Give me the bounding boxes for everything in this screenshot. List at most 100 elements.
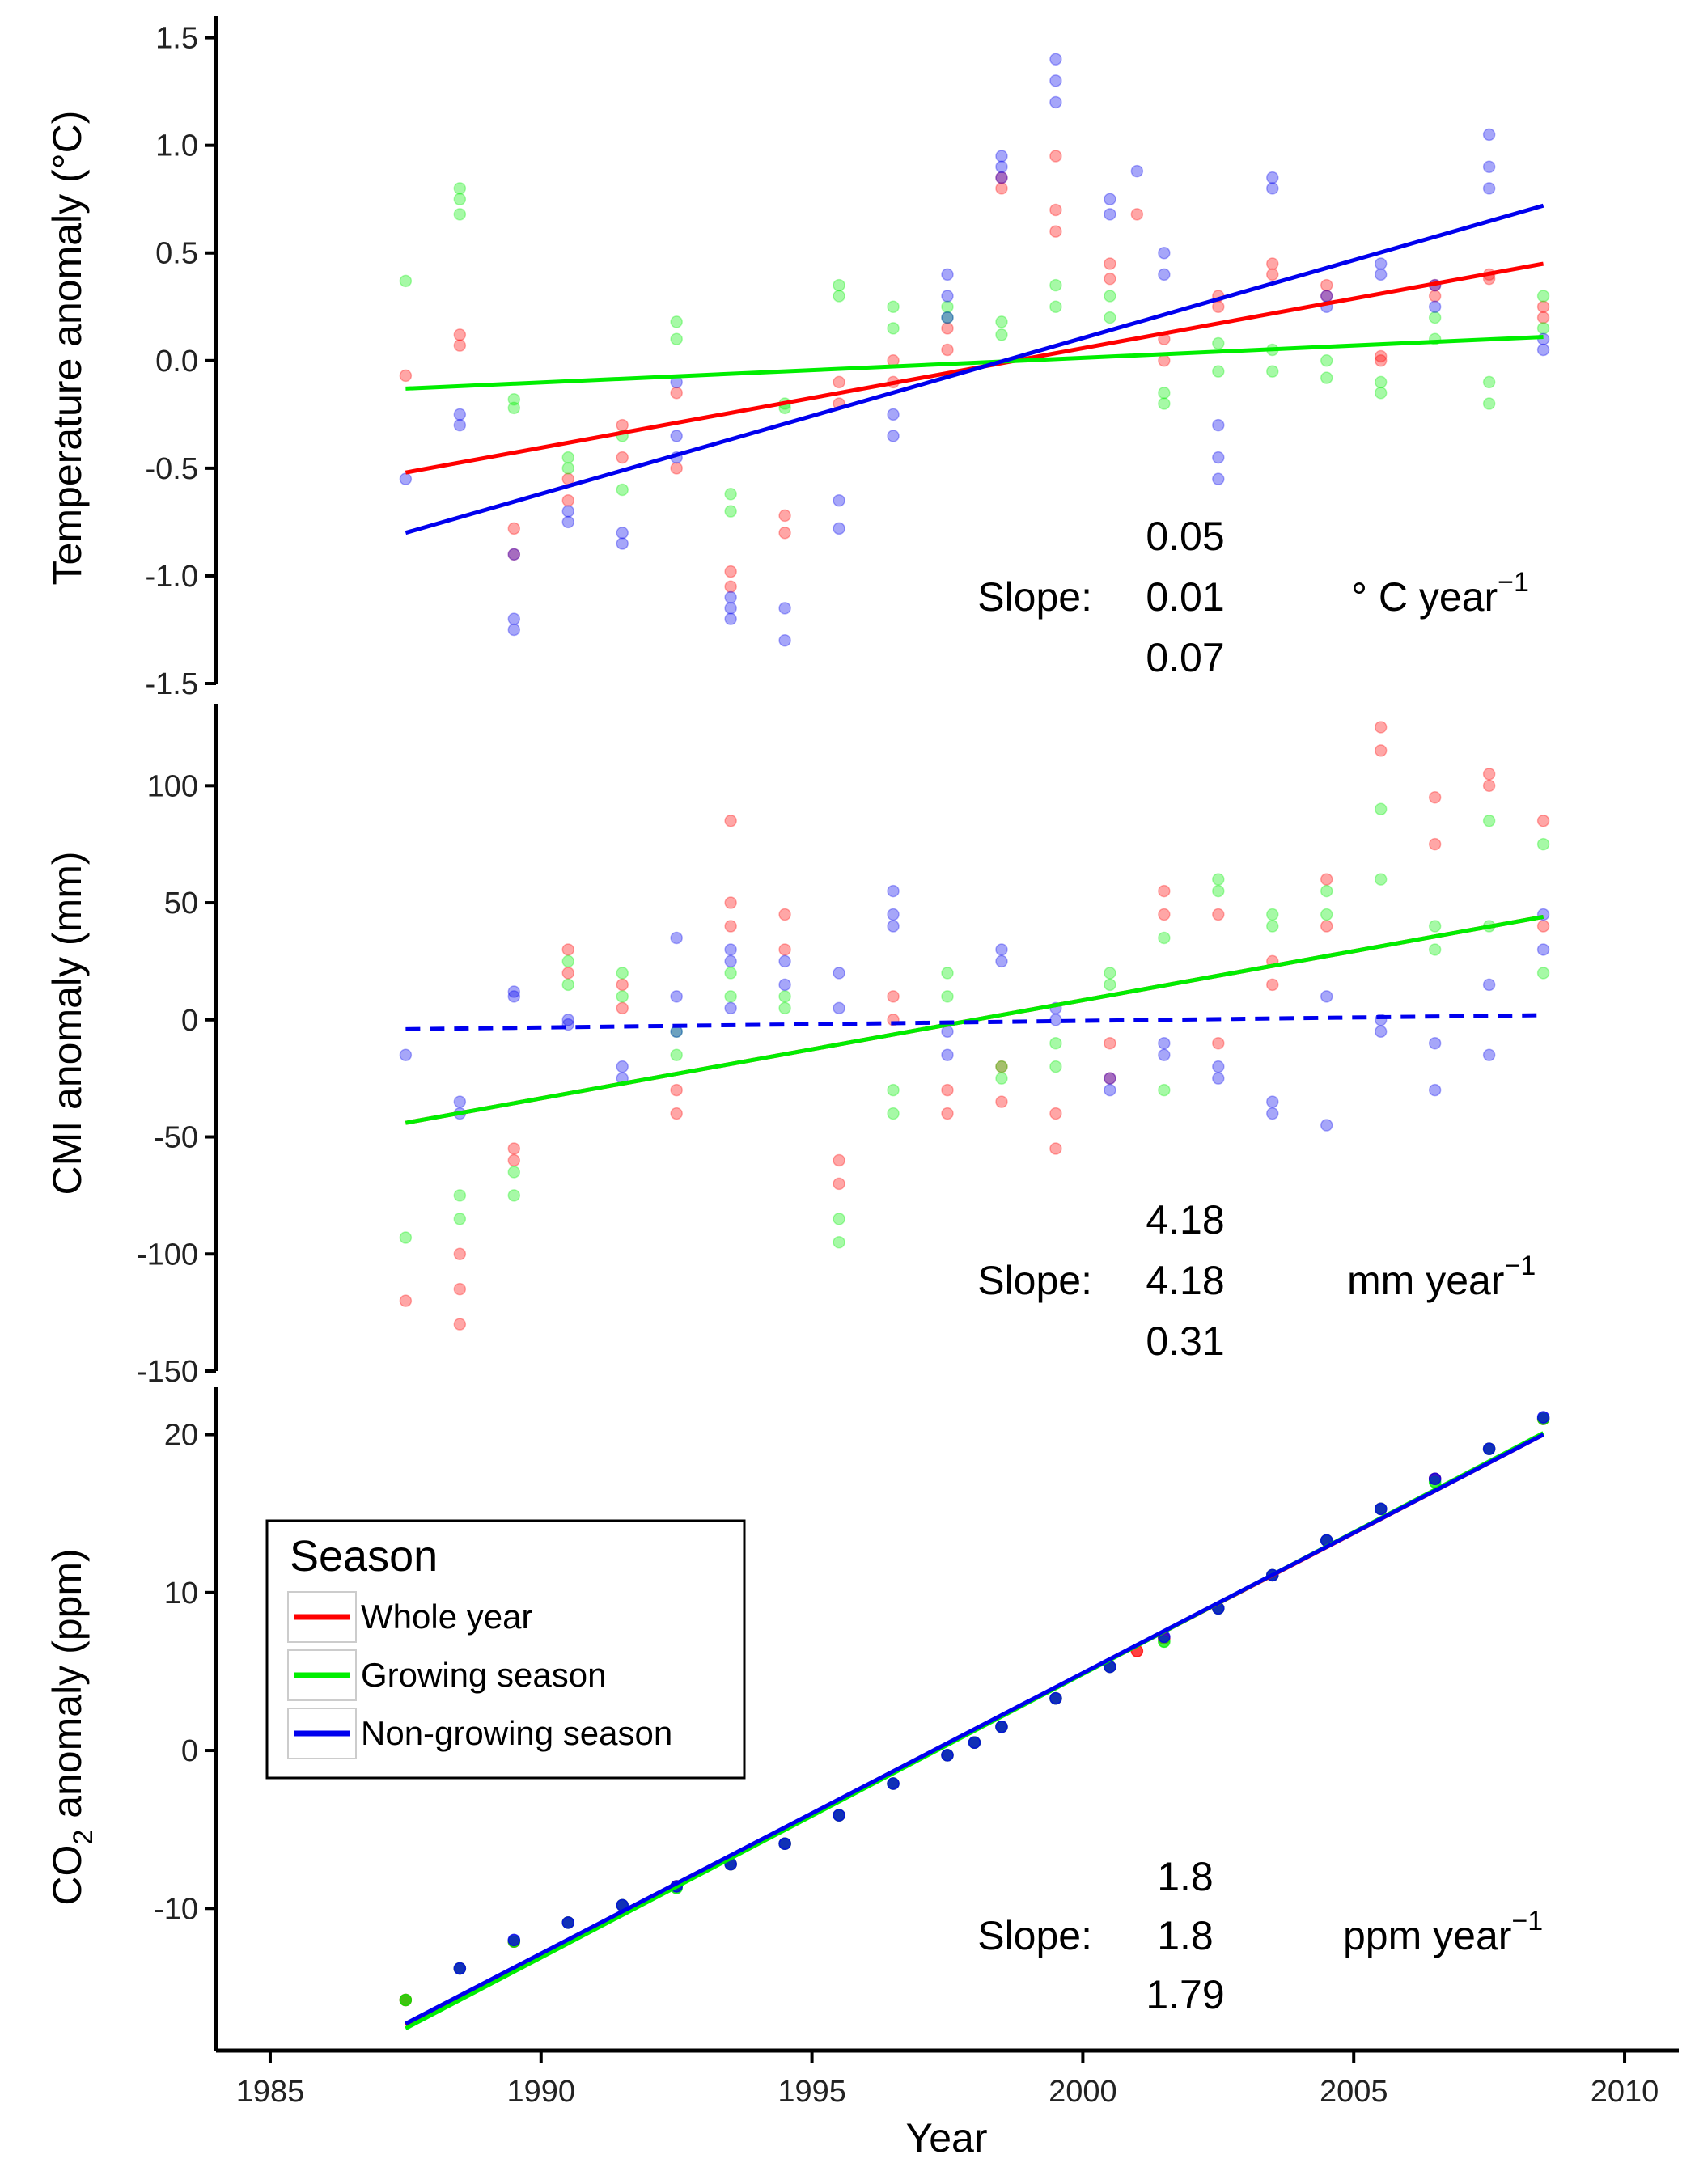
co2-y-tick-label: 10 xyxy=(164,1577,198,1610)
temperature-point-growing xyxy=(670,332,683,345)
temperature-point-non-growing xyxy=(1428,300,1442,314)
cmi-point-non-growing xyxy=(399,1048,413,1061)
cmi-point-growing xyxy=(1536,967,1550,980)
temperature-slope-whole-year: 0.05 xyxy=(1146,514,1224,559)
temperature-point-growing xyxy=(507,392,521,406)
cmi-point-whole-year xyxy=(1428,791,1442,804)
cmi-point-non-growing xyxy=(778,978,791,992)
cmi-point-growing xyxy=(1158,931,1171,945)
cmi-point-growing xyxy=(561,954,575,968)
temperature-point-whole-year xyxy=(1158,354,1171,367)
x-tick-label: 2000 xyxy=(1049,2075,1117,2109)
cmi-point-growing xyxy=(941,990,954,1003)
temperature-point-growing xyxy=(724,505,737,518)
cmi-point-whole-year xyxy=(670,1083,683,1097)
cmi-point-growing xyxy=(670,1048,683,1061)
cmi-point-growing xyxy=(1482,814,1496,827)
legend-title: Season xyxy=(290,1532,438,1581)
co2-point-non-growing xyxy=(1428,1472,1442,1485)
temperature-point-whole-year xyxy=(724,580,737,593)
cmi-point-non-growing xyxy=(887,920,900,933)
temperature-point-whole-year xyxy=(1049,150,1062,163)
temperature-point-non-growing xyxy=(1104,193,1116,205)
co2-point-growing xyxy=(399,1993,413,2007)
cmi-point-non-growing xyxy=(1428,1083,1442,1097)
cmi-slope-non-growing: 0.31 xyxy=(1146,1318,1224,1364)
co2-panel: CO2 anomaly (ppm) -10 0 10 20 Slope: 1.8 1.… xyxy=(44,1387,1679,2161)
temperature-point-non-growing xyxy=(1212,472,1225,485)
cmi-fit-line-growing xyxy=(405,914,1544,1125)
cmi-fit-lines xyxy=(405,914,1544,1125)
cmi-point-non-growing xyxy=(1104,1072,1116,1085)
cmi-point-non-growing xyxy=(1266,1107,1279,1120)
cmi-point-growing xyxy=(1212,884,1225,898)
co2-slope-unit: ppm year−1 xyxy=(1343,1906,1543,1958)
cmi-point-growing xyxy=(507,1189,521,1202)
co2-y-ticks: -10 0 10 20 xyxy=(154,1419,216,1926)
cmi-y-tick-label: 100 xyxy=(147,769,198,803)
temperature-point-growing xyxy=(1212,365,1225,378)
temperature-point-non-growing xyxy=(1536,343,1550,357)
temperature-point-whole-year xyxy=(1212,300,1225,314)
co2-point-non-growing xyxy=(887,1777,900,1790)
temperature-point-growing xyxy=(941,311,954,324)
cmi-point-non-growing xyxy=(941,1048,954,1061)
cmi-point-whole-year xyxy=(1049,1142,1062,1155)
temperature-point-whole-year xyxy=(399,369,413,383)
cmi-point-whole-year xyxy=(1320,920,1333,933)
cmi-point-growing xyxy=(1266,920,1279,933)
temperature-point-whole-year xyxy=(995,182,1008,195)
cmi-point-growing xyxy=(1374,802,1388,816)
cmi-point-whole-year xyxy=(833,1177,845,1191)
cmi-point-whole-year xyxy=(778,943,791,956)
temperature-point-whole-year xyxy=(1049,203,1062,217)
cmi-point-whole-year xyxy=(778,908,791,921)
temperature-point-whole-year xyxy=(1266,257,1279,270)
temperature-point-whole-year xyxy=(453,339,467,352)
co2-slope-whole-year: 1.8 xyxy=(1157,1854,1214,1899)
temperature-point-growing xyxy=(1320,354,1333,367)
temperature-point-non-growing xyxy=(887,430,900,442)
cmi-point-growing xyxy=(1158,1083,1171,1097)
cmi-point-whole-year xyxy=(724,814,737,827)
cmi-y-tick-label: 0 xyxy=(181,1004,198,1038)
cmi-point-growing xyxy=(1049,1060,1062,1073)
cmi-point-non-growing xyxy=(1536,943,1550,956)
cmi-y-tick-label: -50 xyxy=(154,1121,198,1155)
temperature-point-whole-year xyxy=(507,548,521,561)
cmi-point-growing xyxy=(833,1213,845,1225)
cmi-point-non-growing xyxy=(995,954,1008,968)
cmi-point-growing xyxy=(1374,873,1388,886)
co2-point-non-growing xyxy=(968,1736,981,1750)
cmi-point-whole-year xyxy=(995,1060,1008,1073)
co2-slope-non-growing: 1.79 xyxy=(1146,1972,1224,2017)
cmi-panel: CMI anomaly (mm) -150 -100 -50 0 50 100 Slope… xyxy=(44,704,1550,1389)
temperature-point-whole-year xyxy=(507,522,521,535)
temperature-point-whole-year xyxy=(833,375,845,389)
cmi-point-whole-year xyxy=(1104,1036,1116,1050)
temperature-y-axis-title: Temperature anomaly (°C) xyxy=(44,111,90,586)
legend-label-growing: Growing season xyxy=(361,1656,607,1694)
temperature-point-growing xyxy=(1320,371,1333,384)
cmi-point-whole-year xyxy=(724,896,737,909)
temperature-point-growing xyxy=(1374,375,1388,389)
temperature-point-non-growing xyxy=(941,311,954,324)
cmi-point-whole-year xyxy=(1536,814,1550,827)
temperature-point-whole-year xyxy=(778,509,791,523)
cmi-points xyxy=(399,721,1550,1331)
cmi-point-growing xyxy=(887,1107,900,1120)
cmi-point-whole-year xyxy=(1212,1036,1225,1050)
cmi-point-whole-year xyxy=(1266,978,1279,992)
co2-point-non-growing xyxy=(833,1809,845,1822)
x-axis-title: Year xyxy=(905,2115,987,2161)
cmi-point-non-growing xyxy=(1266,1095,1279,1108)
temperature-point-non-growing xyxy=(995,171,1008,184)
cmi-point-whole-year xyxy=(453,1247,467,1261)
temperature-point-non-growing xyxy=(1374,257,1388,270)
cmi-point-growing xyxy=(1428,920,1442,933)
temperature-point-growing xyxy=(561,451,575,464)
co2-slope-label: Slope: xyxy=(977,1913,1092,1958)
temperature-point-non-growing xyxy=(1266,171,1279,184)
co2-point-non-growing xyxy=(507,1933,521,1947)
